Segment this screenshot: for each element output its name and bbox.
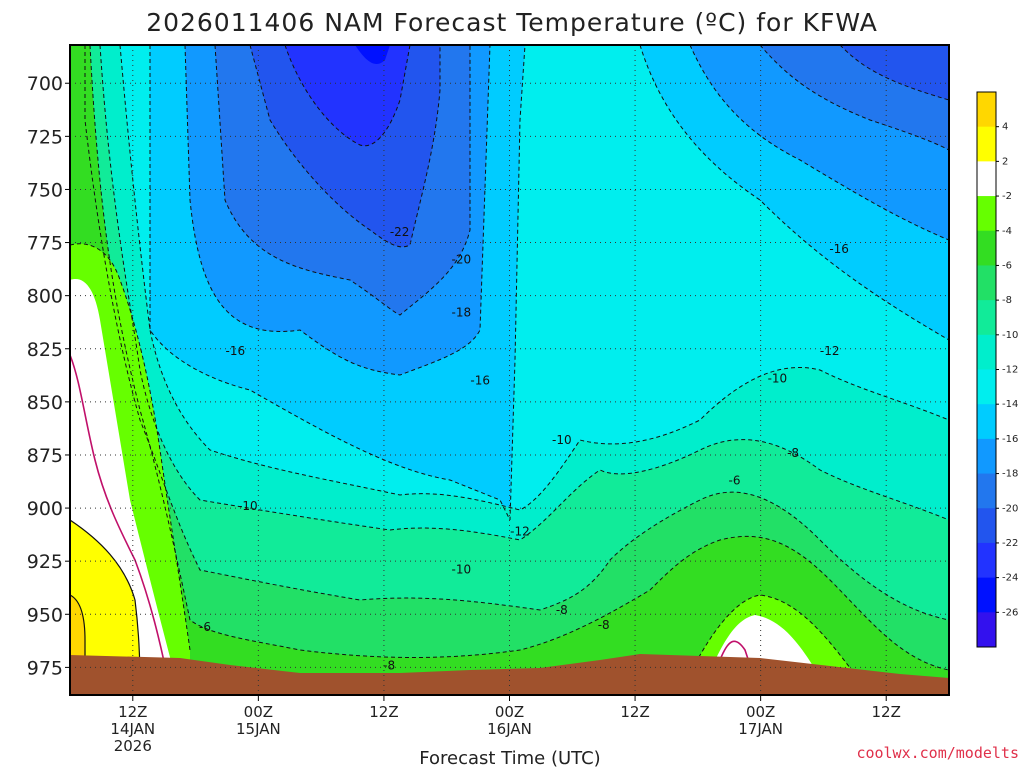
contour-label: -12 xyxy=(820,344,840,358)
contour-label: -8 xyxy=(556,603,568,617)
colorbar-label: -26 xyxy=(1002,607,1018,618)
colorbar-swatch xyxy=(977,473,996,509)
colorbar-swatch xyxy=(977,369,996,405)
freezing-line xyxy=(70,354,751,691)
colorbar-label: -16 xyxy=(1002,434,1018,445)
y-axis: 700 725 750 775 800 825 850 875 900 925 950 975 xyxy=(27,73,70,679)
x-tick-label: 12Z xyxy=(369,703,398,721)
colorbar-label: -14 xyxy=(1002,399,1018,410)
colorbar-swatch xyxy=(977,161,996,197)
colorbar-swatch xyxy=(977,265,996,301)
contour-label: -10 xyxy=(452,563,472,577)
colorbar-label: -22 xyxy=(1002,538,1018,549)
y-tick-label: 825 xyxy=(27,339,63,361)
y-tick-label: 750 xyxy=(27,179,63,201)
x-tick-label: 2026 xyxy=(114,737,152,755)
contour-label: -12 xyxy=(510,524,530,538)
band-minus-8 xyxy=(70,45,949,695)
colorbar-swatch xyxy=(977,612,996,648)
y-tick-label: 725 xyxy=(27,126,63,148)
colorbar-label: 4 xyxy=(1002,122,1008,133)
x-tick-label: 12Z xyxy=(118,703,147,721)
colorbar-swatch xyxy=(977,404,996,440)
band-minus-24 xyxy=(285,45,410,146)
band-minus-22-right xyxy=(840,45,949,100)
contour-label: -16 xyxy=(470,374,490,388)
temperature-field xyxy=(70,45,949,695)
x-tick-label: 00Z xyxy=(746,703,775,721)
contour-label: -8 xyxy=(383,658,395,672)
y-tick-label: 875 xyxy=(27,445,63,467)
chart-title: 2026011406 NAM Forecast Temperature (ºC)… xyxy=(146,8,878,37)
x-axis-label: Forecast Time (UTC) xyxy=(419,748,600,768)
band-minus-26 xyxy=(355,45,390,65)
colorbar-label: -6 xyxy=(1002,260,1012,271)
colorbar: 4 2 -2 -4 -6 -8 -10 -12 -14 -16 -18 -20 -22 -24 -26 xyxy=(976,91,1018,648)
x-tick-label: 17JAN xyxy=(738,720,783,738)
y-tick-label: 925 xyxy=(27,551,63,573)
colorbar-swatch xyxy=(977,92,996,128)
y-tick-label: 850 xyxy=(27,392,63,414)
colorbar-label: -18 xyxy=(1002,469,1018,480)
y-tick-label: 975 xyxy=(27,657,63,679)
contour-label: -16 xyxy=(829,242,849,256)
contour-label: -10 xyxy=(768,371,788,385)
grid-lines xyxy=(70,45,949,695)
dashed-isotherms xyxy=(70,45,949,695)
colorbar-swatch xyxy=(977,230,996,266)
colorbar-swatch xyxy=(977,577,996,613)
y-tick-label: 950 xyxy=(27,604,63,626)
x-tick-label: 14JAN xyxy=(110,720,155,738)
x-tick-label: 12Z xyxy=(872,703,901,721)
colorbar-label: 2 xyxy=(1002,156,1008,167)
y-tick-label: 775 xyxy=(27,233,63,255)
contour-label: -6 xyxy=(728,473,740,487)
colorbar-label: -24 xyxy=(1002,573,1018,584)
contour-label: -10 xyxy=(238,499,258,513)
colorbar-label: -2 xyxy=(1002,191,1012,202)
contour-label: -6 xyxy=(199,620,211,634)
x-tick-label: 00Z xyxy=(244,703,273,721)
contour-label: -8 xyxy=(787,446,799,460)
contour-label: -22 xyxy=(390,225,410,239)
credit-text: coolwx.com/modelts xyxy=(856,744,1019,762)
terrain-surface xyxy=(70,654,949,695)
contour-label: -8 xyxy=(598,618,610,632)
colorbar-label: -4 xyxy=(1002,226,1012,237)
colorbar-swatch xyxy=(977,508,996,544)
contour-label: -16 xyxy=(226,344,246,358)
y-tick-label: 800 xyxy=(27,286,63,308)
contour-label: -10 xyxy=(552,433,572,447)
band-plus-2 xyxy=(70,520,140,695)
colorbar-label: -10 xyxy=(1002,330,1018,341)
colorbar-label: -20 xyxy=(1002,503,1018,514)
contour-label: -18 xyxy=(452,306,472,320)
y-tick-label: 700 xyxy=(27,73,63,95)
colorbar-label: -12 xyxy=(1002,365,1018,376)
colorbar-swatch xyxy=(977,300,996,336)
x-tick-label: 12Z xyxy=(620,703,649,721)
colorbar-swatch xyxy=(977,438,996,475)
x-tick-label: 16JAN xyxy=(487,720,532,738)
x-tick-label: 15JAN xyxy=(236,720,281,738)
colorbar-swatch xyxy=(977,334,996,370)
contour-label: -20 xyxy=(452,253,472,267)
y-tick-label: 900 xyxy=(27,498,63,520)
colorbar-swatch xyxy=(977,542,996,579)
contour-labels: -22 -20 -18 -16 -16 -16 -12 -10 -10 -10 -12 -10 -8 -6… xyxy=(199,225,849,672)
colorbar-swatch xyxy=(977,126,996,162)
colorbar-swatch xyxy=(977,196,996,232)
x-tick-label: 00Z xyxy=(495,703,524,721)
colorbar-label: -8 xyxy=(1002,295,1012,306)
